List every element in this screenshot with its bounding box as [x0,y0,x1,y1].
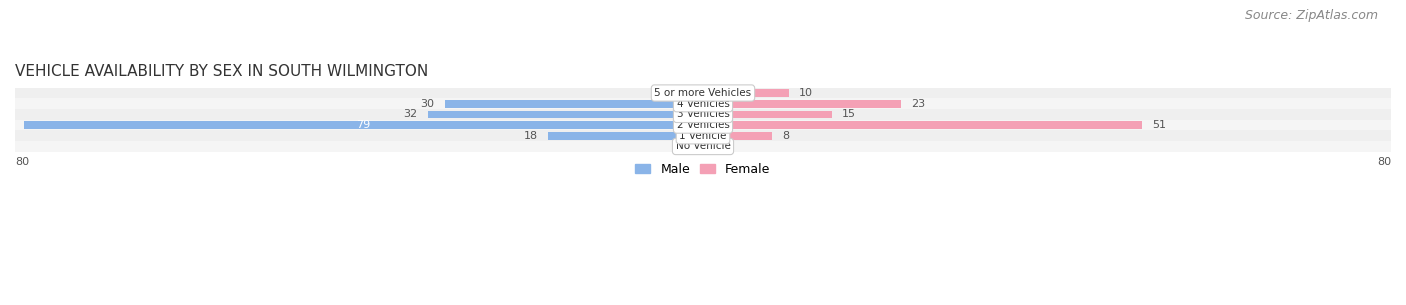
Text: 0: 0 [713,142,720,152]
Bar [24,121,703,129]
Bar [678,89,703,97]
Bar [548,132,703,140]
Text: 3 Vehicles: 3 Vehicles [676,109,730,119]
Text: 3: 3 [659,88,666,98]
Bar [703,121,1142,129]
Text: 80: 80 [1376,157,1391,167]
Text: 80: 80 [15,157,30,167]
Bar [15,131,1391,141]
Text: 2 Vehicles: 2 Vehicles [676,120,730,130]
Bar [15,109,1391,120]
Bar [703,132,772,140]
Bar [427,110,703,118]
Text: 23: 23 [911,99,925,109]
Text: Source: ZipAtlas.com: Source: ZipAtlas.com [1244,9,1378,22]
Text: 4 Vehicles: 4 Vehicles [676,99,730,109]
Text: 0: 0 [688,142,695,152]
Text: No Vehicle: No Vehicle [675,142,731,152]
Bar [15,99,1391,109]
Legend: Male, Female: Male, Female [630,158,776,181]
Bar [15,88,1391,99]
Bar [703,100,901,108]
Text: 8: 8 [782,131,789,141]
Text: 18: 18 [524,131,538,141]
Text: 5 or more Vehicles: 5 or more Vehicles [654,88,752,98]
Text: VEHICLE AVAILABILITY BY SEX IN SOUTH WILMINGTON: VEHICLE AVAILABILITY BY SEX IN SOUTH WIL… [15,63,429,79]
Text: 10: 10 [800,88,813,98]
Text: 51: 51 [1152,120,1166,130]
Bar [703,89,789,97]
Text: 1 Vehicle: 1 Vehicle [679,131,727,141]
Text: 30: 30 [420,99,434,109]
Text: 32: 32 [404,109,418,119]
Bar [446,100,703,108]
Bar [15,141,1391,152]
Text: 79: 79 [356,120,370,130]
Text: 15: 15 [842,109,856,119]
Bar [703,110,832,118]
Bar [15,120,1391,131]
